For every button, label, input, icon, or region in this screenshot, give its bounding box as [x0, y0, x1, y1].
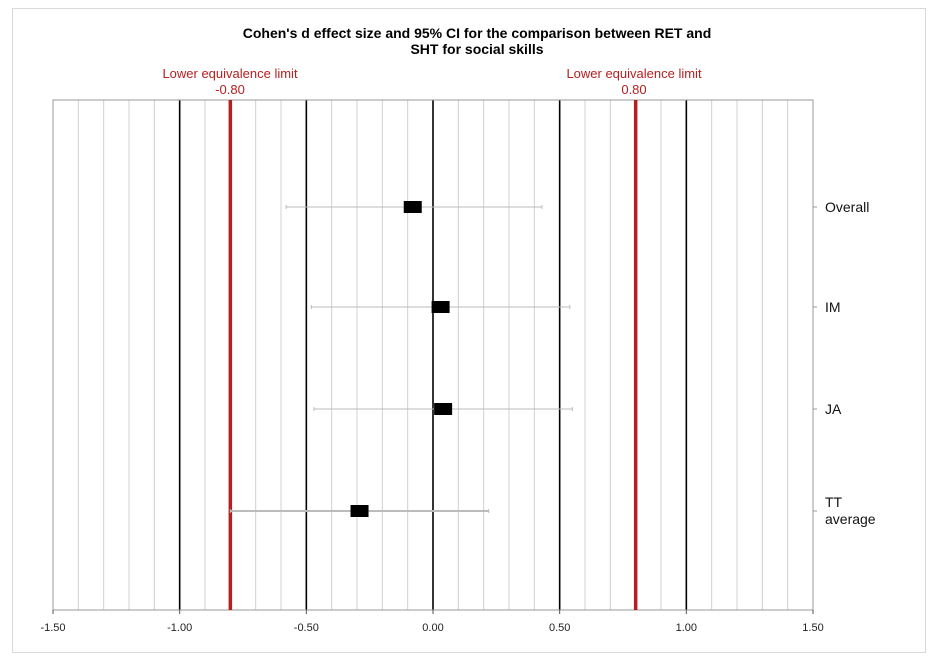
x-tick-label: 0.00: [422, 622, 443, 634]
upper-limit-label: Lower equivalence limit: [566, 66, 702, 81]
lower-limit-value: -0.80: [215, 82, 245, 97]
chart-title-line-2: SHT for social skills: [410, 41, 543, 57]
effect-estimate-marker: [350, 505, 369, 517]
effect-estimate-marker: [431, 301, 450, 313]
x-tick-label: -0.50: [294, 622, 319, 634]
row-label: JA: [825, 401, 842, 417]
x-tick-label: 0.50: [549, 622, 570, 634]
chart-frame: [12, 8, 926, 653]
row-label: average: [825, 511, 876, 527]
effect-estimate-marker: [434, 403, 453, 415]
confidence-intervals: [229, 205, 573, 513]
upper-limit-value: 0.80: [621, 82, 646, 97]
effect-estimate-marker: [403, 201, 422, 213]
x-tick-label: 1.00: [676, 622, 697, 634]
row-label: TT: [825, 494, 843, 510]
x-tick-label: -1.50: [40, 622, 65, 634]
effect-estimates: [350, 201, 453, 517]
grid-lines: [77, 100, 789, 610]
chart-title-line-1: Cohen's d effect size and 95% CI for the…: [243, 25, 712, 41]
lower-limit-label: Lower equivalence limit: [162, 66, 298, 81]
row-label: IM: [825, 299, 841, 315]
equivalence-limits: [228, 100, 638, 610]
x-axis-ticks: -1.50 -1.00 -0.50 0.00 0.50 1.00 1.50: [40, 610, 824, 634]
x-tick-label: -1.00: [167, 622, 192, 634]
x-tick-label: 1.50: [802, 622, 823, 634]
row-label: Overall: [825, 199, 869, 215]
